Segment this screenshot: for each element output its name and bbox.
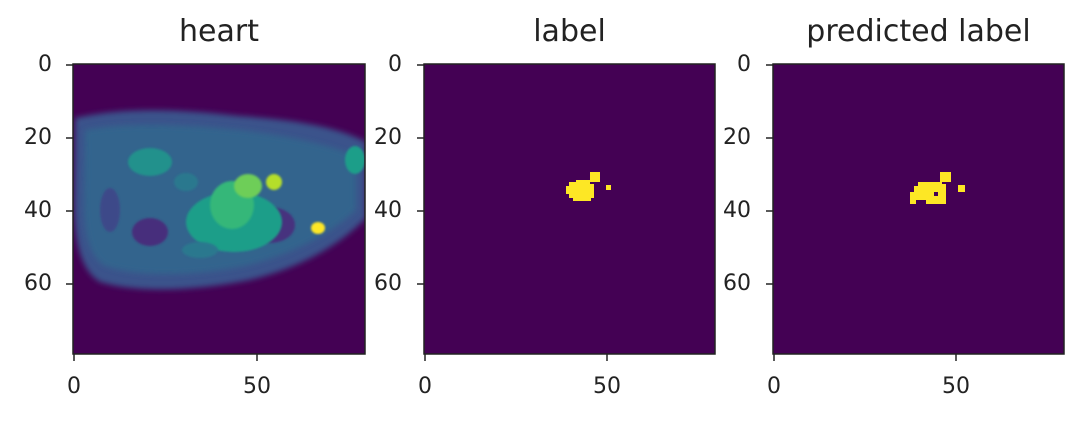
- label-background: [424, 64, 715, 354]
- organ-mid: [174, 173, 198, 191]
- dark-structure-1: [132, 218, 168, 246]
- y-tick-label: 60: [374, 271, 402, 296]
- predicted-frame: [772, 63, 1065, 355]
- y-tick-label: 60: [24, 271, 52, 296]
- x-tick-label: 50: [243, 374, 271, 399]
- organ-right-edge: [345, 146, 365, 174]
- y-tick-label: 20: [723, 125, 751, 150]
- y-tick-label: 20: [374, 125, 402, 150]
- y-tick-label: 0: [38, 52, 52, 77]
- predicted-image: [772, 63, 1065, 355]
- x-tick-label: 0: [67, 374, 81, 399]
- dark-structure-3: [100, 188, 120, 232]
- label-frame: [423, 63, 716, 355]
- x-tick-label: 0: [767, 374, 781, 399]
- y-tick-label: 40: [723, 198, 751, 223]
- organ-highlight: [234, 174, 262, 198]
- y-tick-label: 0: [737, 52, 751, 77]
- panel-title-label: label: [533, 14, 606, 49]
- heart-image: [72, 63, 366, 355]
- organ-left: [128, 148, 172, 176]
- heart-frame: [72, 63, 366, 355]
- organ-lower: [182, 242, 218, 258]
- label-image: [423, 63, 716, 355]
- predicted-background: [773, 64, 1064, 354]
- organ-spot-2: [311, 222, 325, 234]
- panel-title-heart: heart: [179, 14, 259, 49]
- predicted-blob: [910, 172, 965, 204]
- x-tick-label: 50: [942, 374, 970, 399]
- y-tick-label: 40: [24, 198, 52, 223]
- ticks: [66, 64, 957, 361]
- label-blob: [566, 172, 611, 201]
- x-tick-label: 50: [593, 374, 621, 399]
- y-tick-label: 0: [388, 52, 402, 77]
- panel-title-predicted: predicted label: [806, 14, 1031, 49]
- organ-spot-1: [266, 174, 282, 190]
- y-tick-label: 60: [723, 271, 751, 296]
- y-tick-label: 20: [24, 125, 52, 150]
- y-tick-label: 40: [374, 198, 402, 223]
- x-tick-label: 0: [418, 374, 432, 399]
